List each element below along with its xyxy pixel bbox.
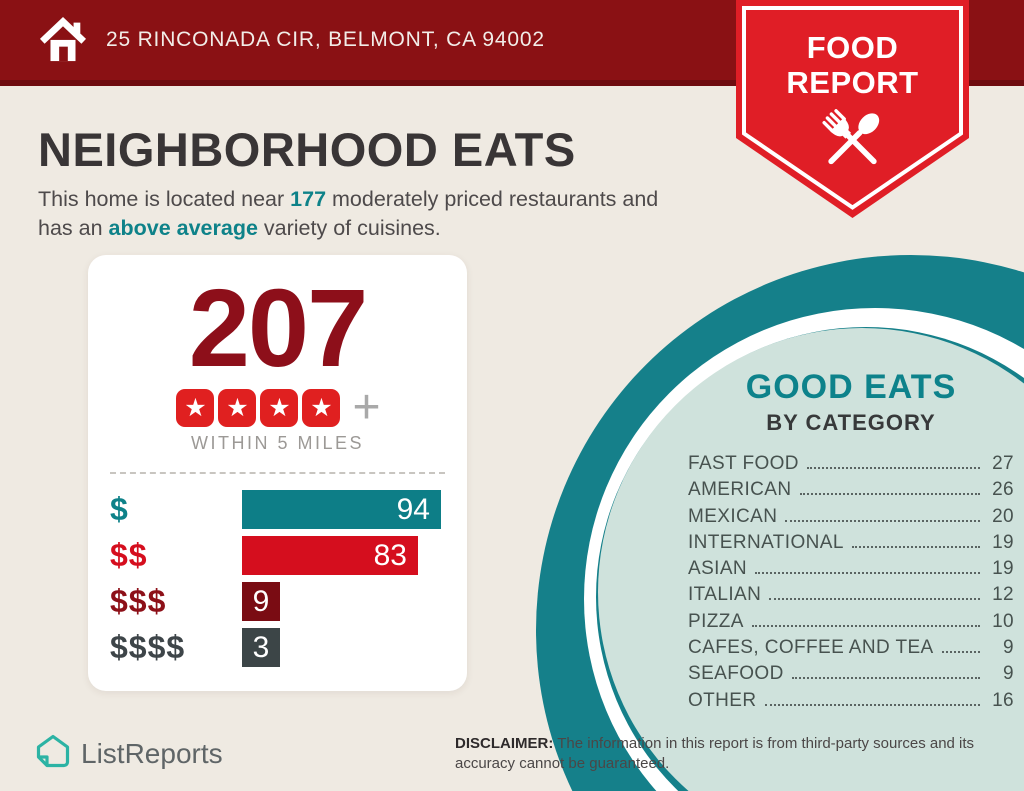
price-bar: 83: [242, 536, 418, 575]
category-name: AMERICAN: [688, 479, 792, 501]
star-icon: ★: [218, 389, 257, 427]
dotted-leader: [769, 598, 980, 601]
price-bar-row: $$$$ 3: [110, 628, 445, 667]
category-row: MEXICAN 20: [688, 506, 1014, 532]
ribbon-title: FOOD REPORT: [786, 30, 919, 100]
page-title: NEIGHBORHOOD EATS: [38, 123, 576, 176]
category-row: SEAFOOD 9: [688, 663, 1014, 689]
brand-name: ListReports: [81, 737, 223, 769]
dotted-leader: [791, 677, 980, 680]
category-count: 26: [992, 479, 1014, 501]
home-icon: [38, 13, 88, 68]
disclaimer: DISCLAIMER: The information in this repo…: [455, 735, 975, 772]
summary-text: This home is located near 177 moderately…: [38, 187, 659, 240]
dotted-leader: [785, 519, 980, 522]
property-address: 25 RINCONADA CIR, BELMONT, CA 94002: [106, 28, 545, 51]
plus-sign: +: [352, 381, 381, 434]
spoon-fork-icon: [822, 109, 880, 165]
price-bar-value: 9: [252, 584, 270, 618]
variety-highlight: above average: [108, 216, 258, 240]
price-bar-row: $94: [110, 490, 445, 529]
radius-label: WITHIN 5 MILES: [190, 433, 364, 453]
price-bar-row: $$ 83: [110, 536, 445, 575]
price-bar-value: 83: [373, 538, 407, 572]
category-name: CAFES, COFFEE AND TEA: [688, 637, 934, 659]
price-bar-row: $$$ 9: [110, 582, 445, 621]
dotted-leader: [799, 493, 980, 496]
listreports-logo-icon: [34, 732, 72, 775]
category-name: SEAFOOD: [688, 663, 784, 685]
price-bar: 9: [242, 582, 280, 621]
price-tier-label: $$$: [110, 583, 167, 619]
category-count: 16: [992, 689, 1014, 711]
total-restaurants: 207: [188, 267, 369, 390]
price-bar: 94: [242, 490, 441, 529]
category-row: ITALIAN 12: [688, 584, 1014, 610]
category-name: ASIAN: [688, 558, 748, 580]
price-tier-label: $$$$: [110, 629, 186, 665]
dotted-leader: [806, 467, 980, 469]
category-name: MEXICAN: [688, 505, 778, 527]
category-count: 12: [992, 584, 1014, 606]
category-count: 19: [992, 558, 1014, 580]
category-name: ITALIAN: [688, 584, 762, 606]
price-bar-value: 94: [396, 492, 430, 526]
category-count: 27: [992, 453, 1014, 474]
category-row: OTHER 16: [688, 690, 1014, 716]
dotted-leader: [755, 572, 980, 575]
dotted-leader: [764, 703, 980, 706]
category-count: 20: [992, 505, 1014, 527]
food-report-ribbon: FOOD REPORT: [736, 0, 969, 218]
price-bar-value: 3: [252, 630, 270, 664]
price-tier-label: $: [110, 491, 129, 527]
category-row: INTERNATIONAL 19: [688, 532, 1014, 558]
category-count: 9: [1003, 663, 1014, 685]
price-bar: 3: [242, 628, 280, 667]
category-count: 9: [1003, 637, 1014, 659]
listreports-brand: ListReports: [34, 732, 223, 775]
category-list: FAST FOOD 27 AMERICAN 26 MEXICAN 20 INTERNATIO…: [688, 453, 1014, 716]
category-name: INTERNATIONAL: [688, 531, 844, 553]
dotted-leader: [851, 545, 980, 548]
category-name: PIZZA: [688, 610, 744, 632]
star-icon: ★: [302, 389, 341, 427]
dotted-leader: [941, 651, 980, 654]
category-name: FAST FOOD: [688, 453, 799, 474]
restaurant-stats-card: 207 ★ ★ ★ ★ + WITHIN 5 MILES $94 $$ 83 $$$ 9 $$$…: [88, 255, 467, 691]
category-count: 10: [992, 610, 1014, 632]
good-eats-panel: GOOD EATS BY CATEGORY FAST FOOD 27 AMERICA…: [688, 368, 1014, 716]
category-row: ASIAN 19: [688, 558, 1014, 584]
star-icon: ★: [176, 389, 215, 427]
category-name: OTHER: [688, 689, 757, 711]
restaurant-count: 177: [290, 187, 327, 211]
dashed-divider: [110, 472, 445, 474]
price-tier-bar-chart: $94 $$ 83 $$$ 9 $$$$ 3: [110, 490, 445, 667]
category-count: 19: [992, 531, 1014, 553]
category-row: FAST FOOD 27: [688, 453, 1014, 479]
star-rating: ★ ★ ★ ★ +: [110, 381, 445, 434]
category-row: PIZZA 10: [688, 611, 1014, 637]
good-eats-subtitle: BY CATEGORY: [766, 410, 936, 435]
category-row: AMERICAN 26: [688, 479, 1014, 505]
price-tier-label: $$: [110, 537, 148, 573]
dotted-leader: [751, 624, 980, 627]
star-icon: ★: [260, 389, 299, 427]
good-eats-title: GOOD EATS: [745, 368, 957, 406]
category-row: CAFES, COFFEE AND TEA 9: [688, 637, 1014, 663]
